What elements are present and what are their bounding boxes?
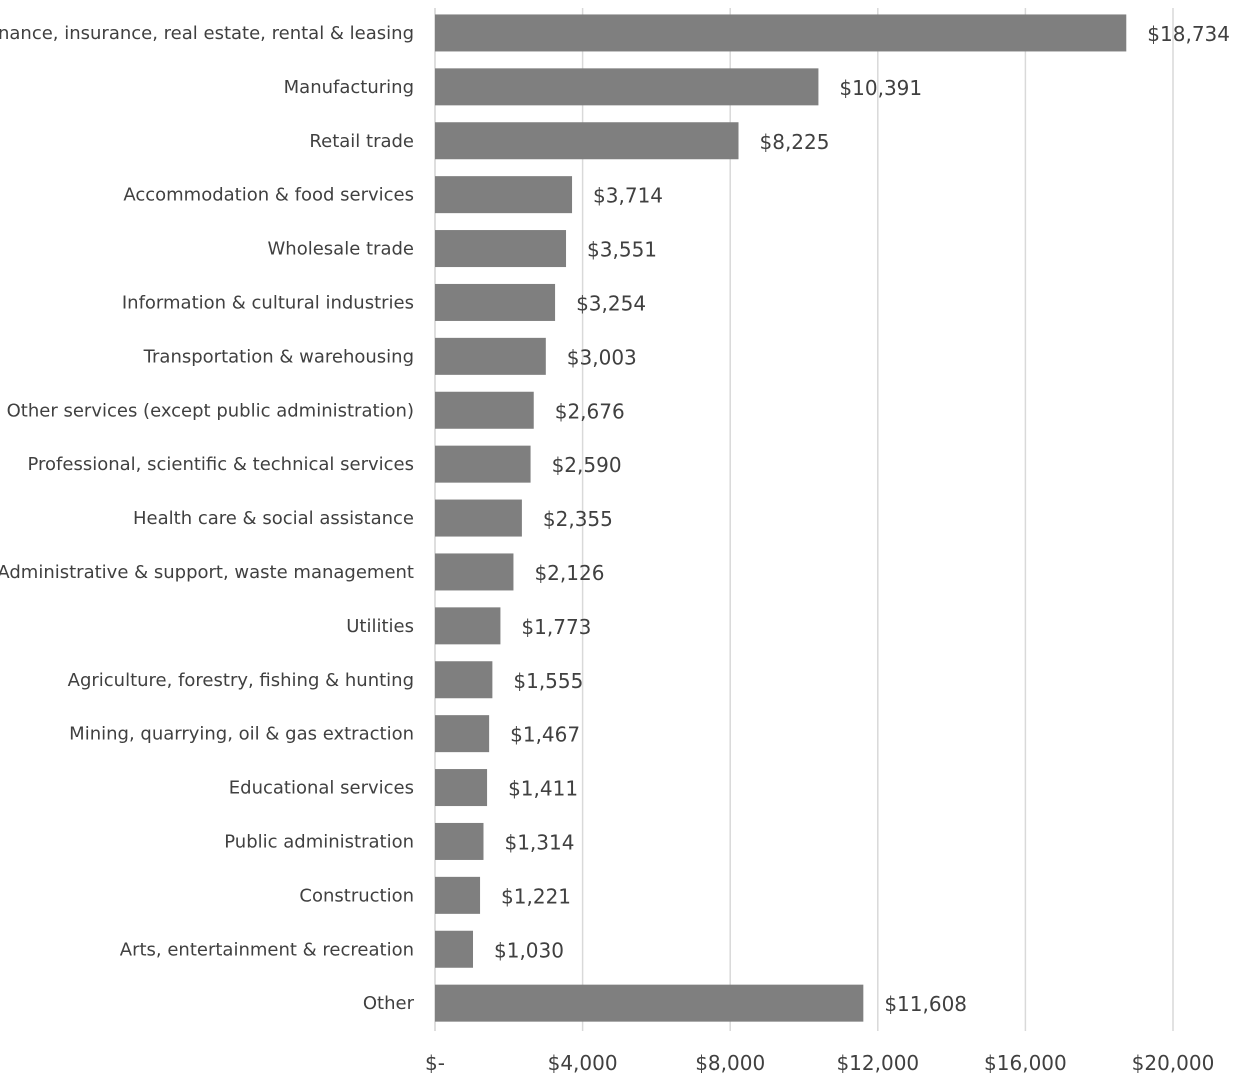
bar (435, 337, 546, 375)
data-label: $1,467 (510, 723, 580, 747)
data-label: $1,773 (521, 615, 591, 639)
category-label: Agriculture, forestry, fishing & hunting (68, 670, 414, 691)
category-label: Public administration (224, 831, 414, 852)
category-label: Mining, quarrying, oil & gas extraction (69, 724, 414, 745)
x-tick-label: $8,000 (695, 1051, 765, 1074)
value-labels: $18,734 $10,391 $8,225 $3,714 $3,551 $3,254 $3… (494, 22, 1230, 1016)
x-tick-label: $12,000 (836, 1051, 919, 1074)
x-tick-label: $4,000 (548, 1051, 618, 1074)
bar (435, 553, 514, 591)
data-label: $1,221 (501, 884, 571, 908)
category-label: Accommodation & food services (123, 185, 414, 206)
category-labels: Finance, insurance, real estate, rental … (0, 23, 415, 1014)
data-label: $18,734 (1147, 22, 1230, 46)
category-label: Utilities (346, 616, 414, 637)
category-label: Transportation & warehousing (143, 346, 414, 367)
bar (435, 930, 474, 968)
category-label: Educational services (229, 778, 414, 799)
category-label: Information & cultural industries (122, 292, 414, 313)
x-tick-label: $20,000 (1132, 1051, 1215, 1074)
bar (435, 715, 490, 753)
data-label: $11,608 (884, 992, 967, 1016)
bar (435, 769, 488, 807)
bar (435, 122, 739, 160)
bar (435, 822, 484, 860)
bar (435, 283, 556, 321)
data-label: $3,714 (593, 184, 663, 208)
data-label: $3,254 (576, 291, 646, 315)
bar (435, 984, 864, 1022)
data-label: $1,555 (513, 669, 583, 693)
bar (435, 445, 531, 483)
data-label: $8,225 (760, 130, 830, 154)
category-label: Arts, entertainment & recreation (120, 939, 414, 960)
data-label: $10,391 (839, 76, 922, 100)
bar (435, 176, 573, 214)
data-label: $1,411 (508, 777, 578, 801)
data-label: $2,590 (552, 453, 622, 477)
bar (435, 607, 501, 645)
x-tick-label: $- (425, 1051, 445, 1074)
data-label: $3,003 (567, 345, 637, 369)
data-label: $1,314 (504, 830, 574, 854)
x-axis-tick-labels: $- $4,000 $8,000 $12,000 $16,000 $20,000 (425, 1051, 1214, 1074)
x-tick-label: $16,000 (984, 1051, 1067, 1074)
category-label: Construction (299, 885, 414, 906)
category-label: Wholesale trade (268, 239, 415, 260)
category-label: Finance, insurance, real estate, rental … (0, 23, 414, 44)
data-label: $2,355 (543, 507, 613, 531)
bar (435, 876, 481, 914)
bar (435, 661, 493, 699)
bar (435, 499, 522, 537)
bar (435, 230, 567, 268)
data-label: $2,126 (534, 561, 604, 585)
category-label: Health care & social assistance (133, 508, 414, 529)
category-label: Other services (except public administra… (7, 400, 414, 421)
data-label: $3,551 (587, 238, 657, 262)
bar (435, 391, 534, 429)
bars (435, 14, 1127, 1022)
category-label: Other (363, 993, 415, 1014)
category-label: Professional, scientific & technical ser… (28, 454, 415, 475)
category-label: Retail trade (309, 131, 414, 152)
category-label: Manufacturing (284, 77, 414, 98)
bar (435, 68, 819, 106)
bar (435, 14, 1127, 52)
data-label: $2,676 (555, 399, 625, 423)
category-label: Administrative & support, waste manageme… (0, 562, 414, 583)
data-label: $1,030 (494, 938, 564, 962)
